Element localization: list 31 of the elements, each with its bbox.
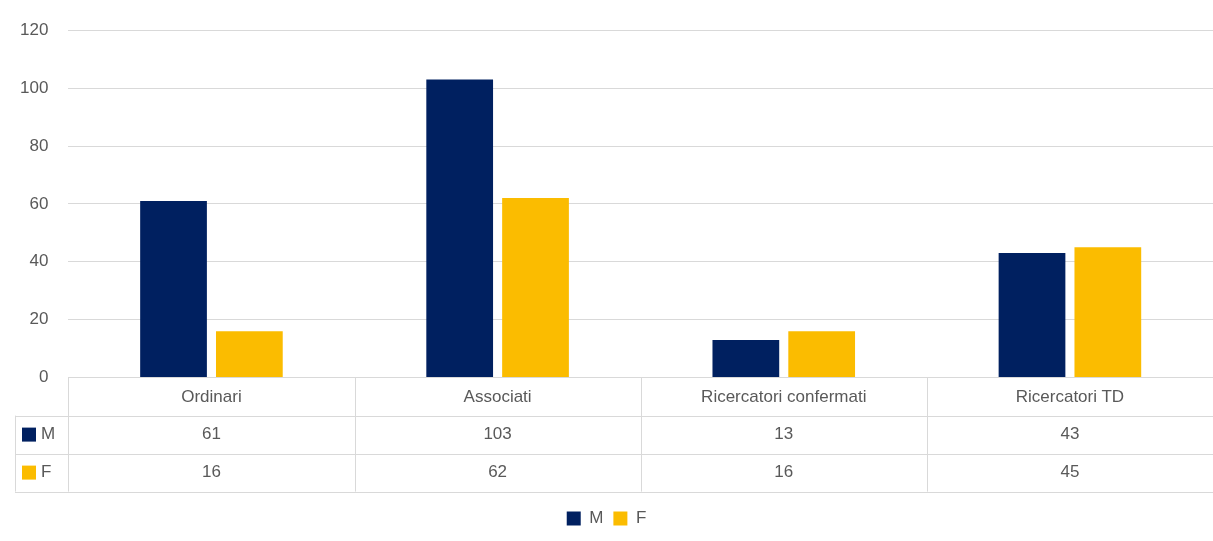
legend-label: F (635, 508, 647, 528)
data-label: 103 (483, 424, 512, 444)
y-tick-label: 40 (29, 251, 49, 271)
x-tick-label: Ricercatori TD (1015, 387, 1125, 407)
bar (1074, 247, 1142, 378)
y-tick-label: 0 (38, 367, 49, 387)
bar (215, 331, 283, 378)
y-tick-label: 120 (19, 19, 49, 39)
y-tick-label: 80 (29, 135, 49, 155)
bar (140, 201, 207, 378)
bar (788, 331, 856, 378)
data-label: 45 (1060, 462, 1080, 482)
data-label: 16 (774, 462, 794, 482)
bar (426, 79, 494, 378)
text: F (41, 462, 52, 482)
data-label: 13 (774, 424, 794, 444)
y-tick-label: 100 (19, 77, 49, 97)
data-label: 61 (201, 424, 221, 444)
y-tick-label: 60 (29, 193, 49, 213)
data-label: 62 (488, 462, 508, 482)
bar (502, 198, 569, 378)
data-label: 16 (201, 462, 221, 482)
x-tick-label: Ordinari (181, 387, 242, 407)
legend-label: M (41, 424, 56, 444)
x-tick-label: Ricercatori confermati (701, 387, 867, 407)
bar (998, 253, 1066, 378)
x-tick-label: Associati (463, 387, 532, 407)
text: M (589, 508, 604, 528)
y-tick-label: 20 (29, 309, 49, 329)
data-label: 43 (1060, 424, 1080, 444)
bar (712, 339, 780, 378)
